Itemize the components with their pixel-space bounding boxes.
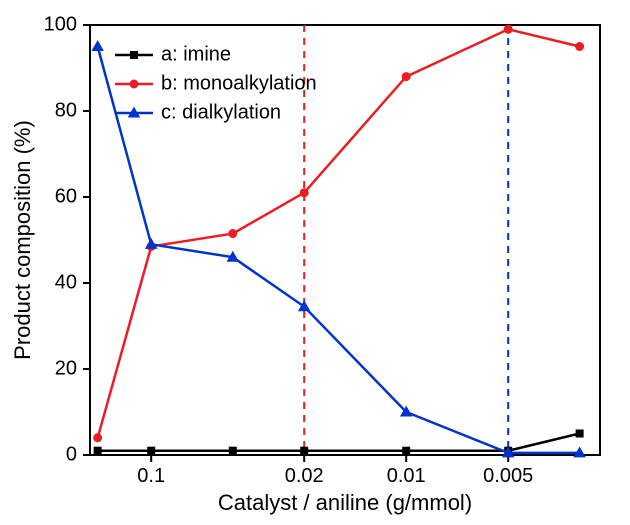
svg-text:0.02: 0.02 bbox=[285, 465, 324, 487]
legend-label: a: imine bbox=[161, 43, 231, 65]
chart-container: 0 20 40 60 80 100 0.1 0.02 0.01 0.005 Catalyst / a… bbox=[0, 0, 630, 525]
svg-text:0.1: 0.1 bbox=[137, 465, 165, 487]
product-composition-chart: 0 20 40 60 80 100 0.1 0.02 0.01 0.005 Catalyst / a… bbox=[0, 0, 630, 525]
svg-text:60: 60 bbox=[55, 185, 77, 207]
svg-text:20: 20 bbox=[55, 357, 77, 379]
svg-text:40: 40 bbox=[55, 271, 77, 293]
svg-text:100: 100 bbox=[44, 13, 77, 35]
svg-text:0: 0 bbox=[66, 443, 77, 465]
svg-text:80: 80 bbox=[55, 99, 77, 121]
svg-text:0.005: 0.005 bbox=[483, 465, 533, 487]
legend-label: b: monoalkylation bbox=[161, 72, 317, 94]
legend-label: c: dialkylation bbox=[161, 101, 281, 123]
y-axis-label: Product composition (%) bbox=[10, 120, 35, 360]
svg-text:0.01: 0.01 bbox=[387, 465, 426, 487]
x-axis-label: Catalyst / aniline (g/mmol) bbox=[218, 490, 472, 515]
